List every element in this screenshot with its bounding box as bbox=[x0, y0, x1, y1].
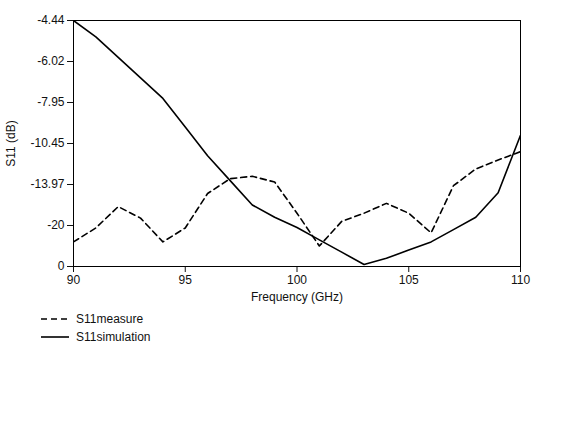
svg-text:S11 (dB): S11 (dB) bbox=[4, 120, 18, 166]
svg-text:-4.44: -4.44 bbox=[37, 13, 65, 27]
svg-text:-7.95: -7.95 bbox=[37, 95, 65, 109]
html-text:S11simulation: S11simulation bbox=[76, 330, 151, 344]
svg-text:105: 105 bbox=[399, 273, 419, 287]
svg-text:Frequency (GHz): Frequency (GHz) bbox=[251, 290, 343, 304]
svg-text:90: 90 bbox=[67, 273, 81, 287]
svg-text:0: 0 bbox=[58, 259, 65, 273]
svg-text:110: 110 bbox=[511, 273, 530, 287]
svg-text:-10.45: -10.45 bbox=[30, 136, 64, 150]
svg-text:95: 95 bbox=[179, 273, 193, 287]
svg-text:100: 100 bbox=[287, 273, 307, 287]
svg-text:-6.02: -6.02 bbox=[37, 54, 65, 68]
svg-text:-13.97: -13.97 bbox=[30, 177, 64, 191]
html-text:S11measure: S11measure bbox=[76, 312, 144, 326]
svg-text:-20: -20 bbox=[47, 218, 65, 232]
